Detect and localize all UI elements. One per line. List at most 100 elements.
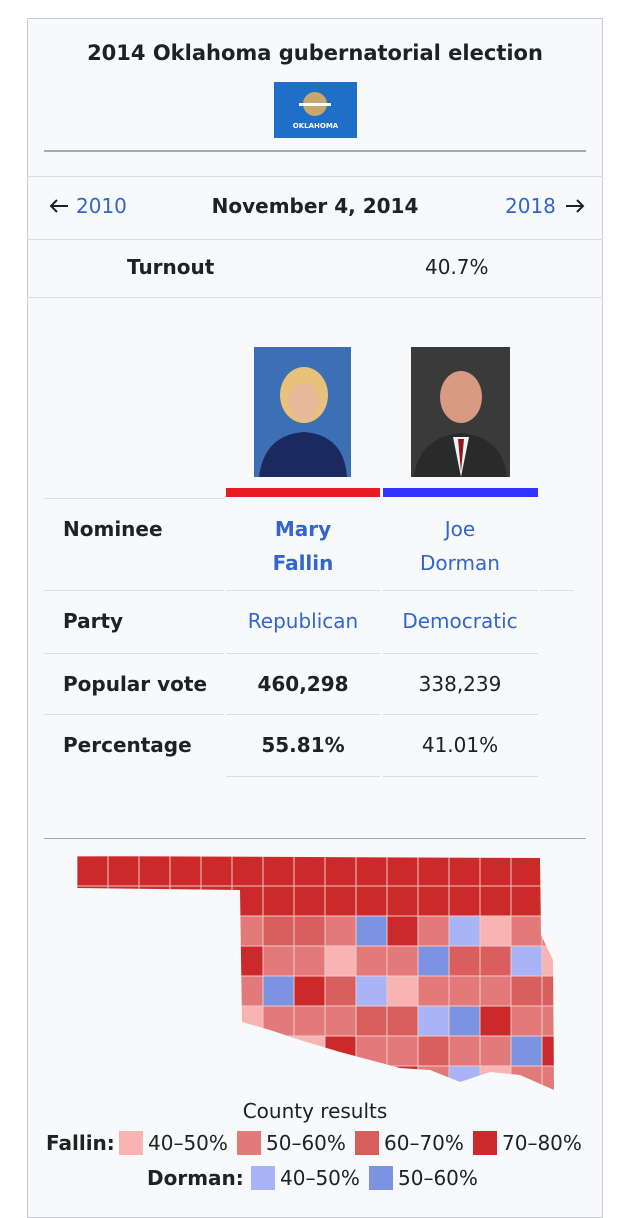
county: [293, 945, 326, 977]
divider: [44, 653, 224, 654]
county: [479, 1005, 512, 1037]
county: [386, 885, 419, 917]
candidate-photo[interactable]: [254, 347, 351, 477]
county: [510, 885, 543, 917]
county: [231, 975, 264, 1007]
row-label: Nominee: [63, 517, 163, 541]
county: [107, 915, 140, 947]
county: [541, 975, 554, 1007]
county: [386, 1005, 419, 1037]
next-link[interactable]: 2018: [505, 194, 556, 218]
county: [479, 915, 512, 947]
county: [541, 856, 554, 887]
county: [417, 1005, 450, 1037]
county: [107, 1035, 140, 1067]
county: [541, 915, 554, 947]
divider: [226, 653, 380, 654]
county-map: [77, 856, 554, 1090]
county: [200, 856, 233, 887]
county: [169, 1065, 202, 1090]
cell[interactable]: Republican: [247, 609, 359, 633]
county: [138, 1065, 171, 1090]
county: [262, 1035, 295, 1067]
county: [417, 1065, 450, 1090]
county: [262, 1005, 295, 1037]
arrow-right[interactable]: [564, 197, 586, 215]
divider: [27, 297, 603, 298]
county: [386, 945, 419, 977]
county: [510, 1065, 543, 1090]
row-label: Party: [63, 609, 124, 633]
county: [293, 1005, 326, 1037]
county: [200, 975, 233, 1007]
candidate-photo[interactable]: [411, 347, 510, 477]
county: [77, 975, 109, 1007]
county: [293, 1065, 326, 1090]
county: [541, 1065, 554, 1090]
county: [262, 1065, 295, 1090]
legend-swatch: [119, 1131, 143, 1155]
legend-swatch: [237, 1131, 261, 1155]
divider: [383, 653, 538, 654]
arrow-left[interactable]: [48, 197, 70, 215]
county: [448, 975, 481, 1007]
county: [77, 1035, 109, 1067]
county: [541, 1035, 554, 1067]
county: [77, 915, 109, 947]
legend-item: 50–60%: [266, 1131, 346, 1155]
map-caption: County results: [242, 1099, 388, 1123]
cell: 460,298: [257, 672, 349, 696]
county: [200, 885, 233, 917]
county: [138, 856, 171, 887]
legend-swatch: [473, 1131, 497, 1155]
county: [479, 945, 512, 977]
county: [510, 945, 543, 977]
legend-item: 40–50%: [148, 1131, 228, 1155]
county: [107, 1065, 140, 1090]
county: [448, 885, 481, 917]
county: [324, 1065, 357, 1090]
county: [417, 856, 450, 887]
cell[interactable]: Democratic: [402, 609, 518, 633]
county: [77, 856, 109, 887]
county: [107, 885, 140, 917]
county: [231, 1065, 264, 1090]
divider: [27, 239, 603, 240]
cell[interactable]: Joe Dorman: [420, 517, 500, 575]
legend-item: 50–60%: [398, 1166, 478, 1190]
county: [355, 1035, 388, 1067]
date: November 4, 2014: [211, 194, 419, 218]
divider: [226, 590, 380, 591]
county: [77, 1005, 109, 1037]
county: [77, 885, 109, 917]
county: [510, 975, 543, 1007]
county: [355, 856, 388, 887]
legend-item: 70–80%: [502, 1131, 582, 1155]
row-label: Popular vote: [63, 672, 208, 696]
county: [200, 1065, 233, 1090]
county: [386, 975, 419, 1007]
divider: [383, 714, 538, 715]
cell[interactable]: Mary Fallin: [272, 517, 334, 575]
legend-label: Fallin:: [46, 1131, 115, 1155]
county: [231, 1005, 264, 1037]
county: [262, 945, 295, 977]
county: [231, 915, 264, 947]
previous-link[interactable]: 2010: [76, 194, 127, 218]
county: [293, 915, 326, 947]
divider: [226, 776, 380, 777]
county: [324, 856, 357, 887]
county: [324, 975, 357, 1007]
divider: [226, 714, 380, 715]
county: [200, 1035, 233, 1067]
county: [138, 1035, 171, 1067]
divider: [383, 590, 538, 591]
county: [293, 975, 326, 1007]
county: [386, 856, 419, 887]
county: [479, 1065, 512, 1090]
county: [324, 915, 357, 947]
legend-item: 40–50%: [280, 1166, 360, 1190]
county: [138, 1005, 171, 1037]
county: [169, 885, 202, 917]
